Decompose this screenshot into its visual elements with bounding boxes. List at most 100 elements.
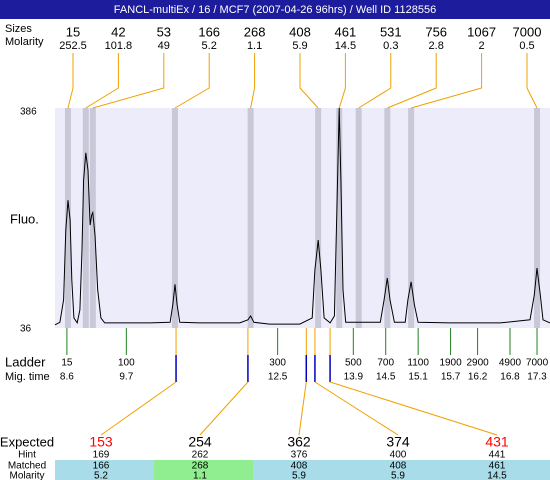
row-label: Expected [0,434,54,449]
molarity-value: 1.1 [193,471,207,480]
expected-connector [314,381,399,436]
fragment-size: 1067 [467,24,496,39]
row-label: Molarity [9,471,44,480]
expected-value: 362 [287,434,311,450]
matched-value: 268 [192,461,209,472]
ladder-size: 2900 [466,358,489,369]
fragment-connector [299,53,319,109]
hint-value: 169 [93,450,110,461]
fragment-connector [85,53,119,109]
molarity-value: 14.5 [487,471,507,480]
ladder-mig-time: 12.5 [268,372,288,383]
fragment-size: 166 [198,24,220,39]
fragment-connector [67,53,74,109]
table-cell [451,460,550,480]
fragment-connector [338,53,346,109]
ladder-mig-time: 16.2 [468,372,488,383]
peak-band [534,108,541,328]
table-cell [55,460,154,480]
molarity-value: 5.9 [391,471,405,480]
hint-value: 376 [291,450,308,461]
y-axis-label: Fluo. [10,211,39,226]
fragment-size: 408 [289,24,311,39]
row-label: Hint [18,450,36,461]
peak-band [408,108,415,328]
trace [54,107,550,326]
fragment-size: 756 [425,24,447,39]
ladder-size: 700 [377,358,394,369]
matched-value: 461 [489,461,506,472]
peak-band [336,108,343,328]
fragment-molarity: 101.8 [105,40,133,52]
plot-area [55,108,550,328]
peak-band [355,108,362,328]
ladder-mig-time: 9.7 [119,372,133,383]
peak-band [64,108,71,328]
ladder-mig-time: 8.6 [60,372,74,383]
fragment-size: 531 [380,24,402,39]
table-cell [154,460,253,480]
row-label: Ladder [5,354,46,369]
fragment-connector [174,53,210,109]
fragment-molarity: 5.9 [292,40,307,52]
row-label: Mig. time [5,371,50,383]
ladder-mig-time: 13.9 [344,372,364,383]
fragment-molarity: 252.5 [59,40,87,52]
matched-value: 408 [390,461,407,472]
y-tick-label: 386 [20,107,37,118]
peak-band [82,108,89,328]
table-cell [253,460,352,480]
expected-value: 254 [188,434,212,450]
molarity-value: 5.9 [292,471,306,480]
fragment-molarity: 1.1 [247,40,262,52]
peak-band [315,108,322,328]
fragment-connector [92,53,165,109]
fragment-size: 268 [244,24,266,39]
expected-value: 153 [89,434,113,450]
fragment-connector [387,53,437,109]
expected-value: 431 [485,434,509,450]
expected-connector [298,381,307,436]
matched-value: 166 [93,461,110,472]
ladder-mig-time: 15.1 [408,372,428,383]
fragment-connector [358,53,392,109]
ladder-mig-time: 16.8 [500,372,520,383]
fragment-size: 461 [335,24,357,39]
title-bar [0,0,550,19]
matched-value: 408 [291,461,308,472]
ladder-size: 15 [61,358,73,369]
expected-connector [100,381,177,436]
ladder-size: 100 [118,358,135,369]
molarity-value: 5.2 [94,471,108,480]
fragment-molarity: 49 [158,40,170,52]
ladder-size: 500 [345,358,362,369]
fragment-molarity: 0.5 [519,40,534,52]
ladder-size: 1900 [439,358,462,369]
row-label: Sizes [5,23,32,35]
fragment-connector [250,53,256,109]
expected-connector [329,381,498,436]
ladder-mig-time: 17.3 [527,372,547,383]
fragment-size: 7000 [513,24,542,39]
fragment-size: 15 [66,24,80,39]
peak-band [384,108,391,328]
peak-band [247,108,254,328]
fragment-molarity: 0.3 [383,40,398,52]
ladder-size: 300 [269,358,286,369]
chart-title: FANCL-multiEx / 16 / MCF7 (2007-04-26 96… [114,4,436,16]
fragment-molarity: 2.8 [429,40,444,52]
ladder-size: 7000 [526,358,549,369]
row-label: Matched [8,461,46,472]
peak-band [171,108,178,328]
y-tick-label: 36 [20,324,32,335]
expected-connector [199,381,249,436]
ladder-mig-time: 14.5 [376,372,396,383]
fragment-connector [410,53,483,109]
ladder-size: 4900 [499,358,522,369]
hint-value: 400 [390,450,407,461]
ladder-size: 1100 [407,358,429,369]
row-label: Molarity [5,36,44,48]
hint-value: 262 [192,450,209,461]
fragment-connector [526,53,538,109]
